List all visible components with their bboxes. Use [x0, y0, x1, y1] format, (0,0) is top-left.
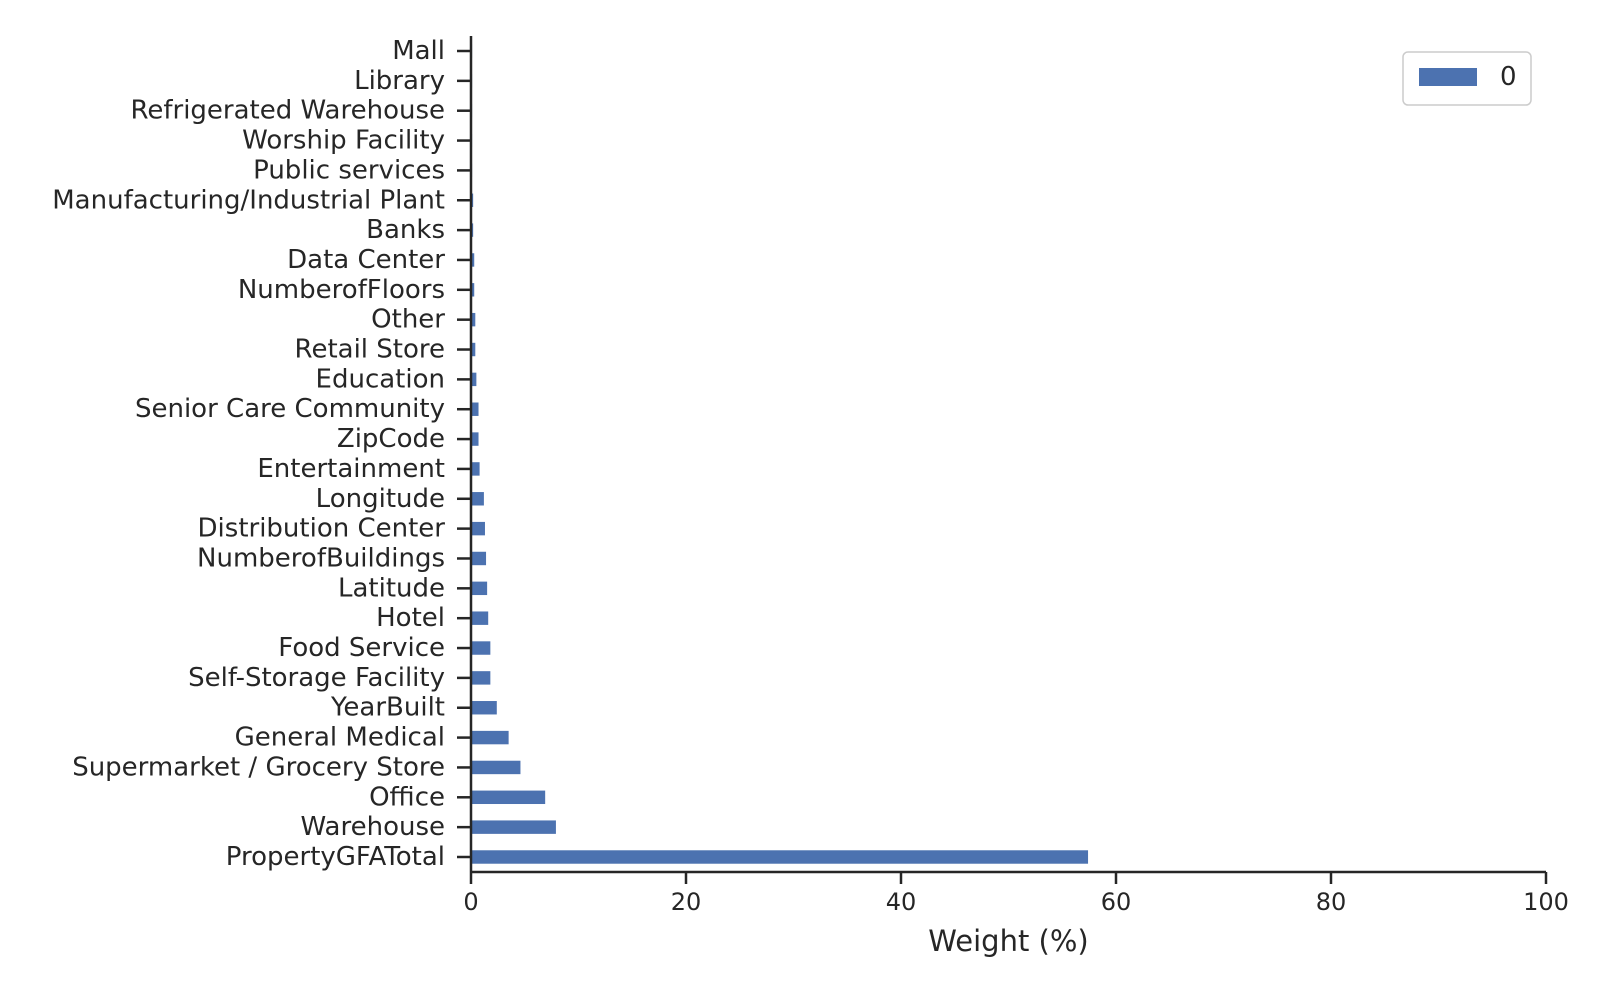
- y-tick-label: General Medical: [235, 723, 445, 753]
- bar: [471, 312, 476, 327]
- y-tick-label: Education: [316, 364, 445, 394]
- bar: [471, 671, 491, 685]
- y-tick-label: Supermarket / Grocery Store: [72, 752, 445, 782]
- x-tick-label: 20: [671, 888, 702, 916]
- bar: [471, 521, 485, 536]
- x-tick-label: 0: [463, 888, 478, 916]
- legend-label: 0: [1500, 62, 1517, 92]
- y-tick-label: Distribution Center: [198, 514, 446, 544]
- y-tick-label: Data Center: [287, 245, 445, 275]
- y-tick-label: Other: [371, 305, 445, 335]
- x-tick-label: 60: [1101, 888, 1132, 916]
- x-tick-label: 100: [1523, 888, 1569, 916]
- x-tick-label: 80: [1316, 888, 1347, 916]
- y-tick-label: Warehouse: [301, 812, 446, 842]
- y-tick-label: NumberofFloors: [238, 275, 445, 305]
- bar: [471, 372, 477, 387]
- bar: [471, 790, 546, 805]
- bar: [471, 581, 488, 596]
- x-tick-label: 40: [886, 888, 917, 916]
- y-tick-label: Retail Store: [295, 335, 445, 365]
- y-tick-label: Self-Storage Facility: [188, 663, 445, 693]
- bars-layer: [471, 44, 1089, 864]
- y-tick-label: NumberofBuildings: [197, 543, 445, 573]
- y-tick-label: Senior Care Community: [135, 394, 445, 424]
- y-tick-label: YearBuilt: [330, 693, 445, 723]
- bar: [471, 730, 509, 745]
- bar: [471, 641, 491, 655]
- bar: [471, 283, 475, 297]
- bar: [471, 850, 1089, 864]
- y-tick-label: Office: [369, 782, 445, 812]
- bar: [471, 253, 475, 267]
- y-tick-label: Latitude: [338, 573, 445, 603]
- bar: [471, 701, 497, 715]
- y-axis-ticks: PropertyGFATotalWarehouseOfficeSupermark…: [52, 36, 471, 872]
- y-tick-label: Manufacturing/Industrial Plant: [52, 185, 445, 215]
- y-tick-label: Mall: [392, 36, 445, 66]
- bar: [471, 402, 479, 416]
- bar: [471, 760, 521, 775]
- bar: [471, 432, 479, 446]
- bar: [471, 492, 484, 506]
- x-axis-label: Weight (%): [928, 924, 1088, 958]
- y-tick-label: Library: [354, 66, 445, 96]
- y-tick-label: Refrigerated Warehouse: [130, 96, 445, 126]
- legend-swatch: [1419, 68, 1477, 86]
- bar: [471, 551, 487, 566]
- y-tick-label: Longitude: [316, 484, 445, 514]
- y-tick-label: Public services: [253, 155, 445, 185]
- bar: [471, 820, 556, 834]
- y-tick-label: Hotel: [376, 603, 445, 633]
- bar: [471, 462, 480, 476]
- legend: 0: [1402, 51, 1532, 106]
- y-tick-label: ZipCode: [337, 424, 445, 454]
- y-tick-label: Worship Facility: [242, 126, 445, 156]
- y-tick-label: PropertyGFATotal: [226, 842, 445, 872]
- y-tick-label: Banks: [366, 215, 445, 245]
- y-tick-label: Entertainment: [257, 454, 445, 484]
- bar: [471, 611, 489, 625]
- x-axis-ticks: 0 20 40 60 80 100: [463, 872, 1569, 916]
- y-tick-label: Food Service: [278, 633, 445, 663]
- bar: [471, 342, 476, 357]
